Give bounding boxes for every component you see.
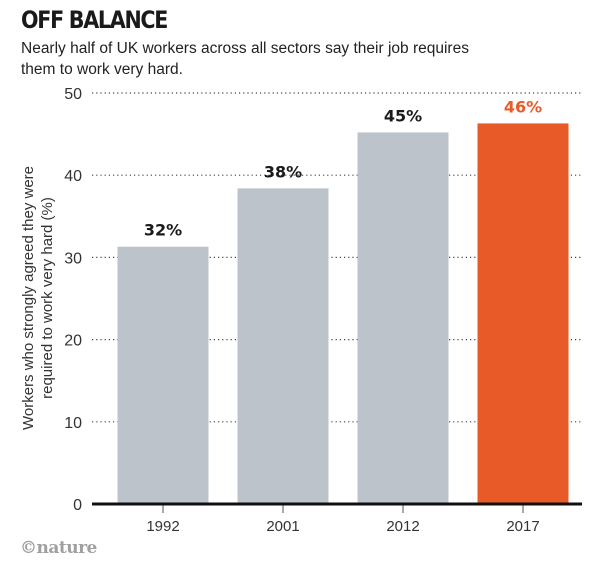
x-tick-label: 2017 xyxy=(506,518,539,535)
y-tick-label: 40 xyxy=(64,168,82,185)
bars xyxy=(117,123,569,505)
bar-1992 xyxy=(117,246,209,505)
y-tick-label: 0 xyxy=(73,497,82,514)
x-tick-label: 2001 xyxy=(266,518,299,535)
bar-2017 xyxy=(477,123,569,504)
y-tick-label: 50 xyxy=(64,86,82,103)
data-labels: 32% 38% 45% 46% xyxy=(144,97,542,239)
chart-title: OFF BALANCE xyxy=(21,6,168,34)
x-tick-label: 2012 xyxy=(386,518,419,535)
x-tick-label: 1992 xyxy=(146,518,179,535)
y-axis-label-line-2: required to work very hard (%) xyxy=(39,197,56,399)
bar-2001 xyxy=(237,188,329,505)
data-label-2001: 38% xyxy=(264,162,302,181)
y-tick-label: 30 xyxy=(64,250,82,267)
data-label-2012: 45% xyxy=(384,106,422,125)
y-tick-label: 10 xyxy=(64,415,82,432)
data-label-2017: 46% xyxy=(504,97,542,116)
data-label-1992: 32% xyxy=(144,221,182,240)
y-axis-label-line-1: Workers who strongly agreed they were xyxy=(20,166,37,430)
x-tick-labels: 1992 2001 2012 2017 xyxy=(92,502,582,535)
nature-credit-logo: ©nature xyxy=(20,538,97,558)
y-tick-label: 20 xyxy=(64,333,82,350)
bar-2012 xyxy=(357,132,449,504)
y-tick-labels: 0 10 20 30 40 50 xyxy=(64,86,82,514)
chart-subtitle: Nearly half of UK workers across all sec… xyxy=(21,40,469,78)
